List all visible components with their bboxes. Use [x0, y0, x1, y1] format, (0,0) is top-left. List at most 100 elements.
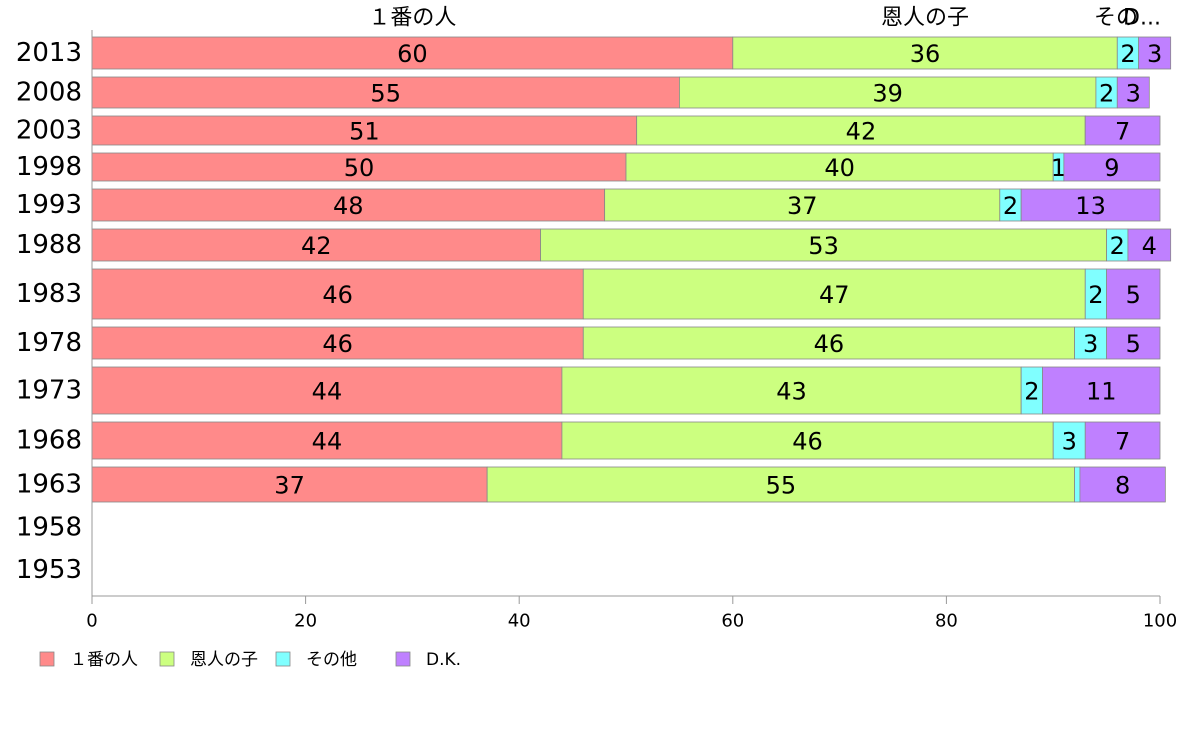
- bar-segment: [1052, 421, 1086, 460]
- bar-segment: [625, 152, 1054, 182]
- data-label: 7: [1115, 428, 1130, 456]
- data-label: 50: [344, 154, 375, 182]
- legend-label: その他: [306, 650, 357, 670]
- data-label: 3: [1147, 40, 1162, 68]
- data-label: 48: [333, 192, 364, 220]
- year-label: 1963: [16, 470, 82, 500]
- legend: １番の人 恩人の子 その他 D.K.: [39, 650, 461, 670]
- data-label: 4: [1142, 232, 1157, 260]
- bar-segment: [1084, 115, 1161, 146]
- bar-segment: [540, 228, 1107, 262]
- bar-segment: [91, 115, 638, 146]
- bar-segment: [561, 366, 1022, 415]
- bar-segment: [1063, 152, 1161, 182]
- bar-segment: [91, 152, 627, 182]
- bar-segment: [91, 76, 680, 109]
- bar-segment: [582, 268, 1086, 320]
- year-label: 1988: [16, 230, 82, 260]
- data-label: 53: [808, 232, 839, 260]
- x-tick-label: 100: [1143, 611, 1177, 632]
- column-headers: １番の人 恩人の子 そのD...: [368, 6, 1161, 31]
- year-label: 1983: [16, 279, 82, 309]
- data-label: 2: [1120, 40, 1135, 68]
- bar-segment: [91, 466, 488, 503]
- year-label: 1958: [16, 513, 82, 543]
- bar-segment: [1074, 466, 1081, 503]
- data-label: 2: [1110, 232, 1125, 260]
- data-label: 51: [349, 118, 380, 146]
- bar-segment: [1042, 366, 1161, 415]
- year-label: 2013: [16, 38, 82, 68]
- bar-segment: [1079, 466, 1166, 503]
- data-label: 60: [397, 40, 428, 68]
- data-label: 43: [776, 378, 807, 406]
- legend-swatch: [275, 651, 291, 667]
- data-label: 37: [274, 472, 305, 500]
- data-label: 39: [872, 80, 903, 108]
- data-label: 46: [792, 428, 823, 456]
- year-label: 2003: [16, 116, 82, 146]
- bar-segment: [636, 115, 1086, 146]
- bar-segment: [91, 36, 734, 70]
- bar-segment: [1020, 188, 1161, 222]
- data-label: 3: [1126, 80, 1141, 108]
- column-header: 恩人の子: [881, 6, 969, 31]
- data-label: 8: [1115, 472, 1130, 500]
- data-label: 7: [1115, 118, 1130, 146]
- bar-segment: [486, 466, 1075, 503]
- data-label: 55: [370, 80, 401, 108]
- data-label: 46: [322, 330, 353, 358]
- year-labels: 2013 2008 2003 1998 1993 1988 1983 1978 1973 1968…: [16, 38, 82, 585]
- x-axis: 0 20 40 60 80 100: [86, 30, 1177, 632]
- year-label: 1953: [16, 555, 82, 585]
- bar-segment: [1106, 326, 1161, 360]
- bar-segment: [1106, 268, 1161, 320]
- bar-segment: [1084, 421, 1161, 460]
- data-label: 40: [824, 154, 855, 182]
- year-label: 2008: [16, 78, 82, 108]
- bar-segment: [1074, 326, 1108, 360]
- x-tick-label: 80: [935, 611, 958, 632]
- data-label: 44: [312, 428, 343, 456]
- bar-segment: [1127, 228, 1172, 262]
- data-label: 37: [787, 192, 818, 220]
- bar-segment: [582, 326, 1075, 360]
- data-label: 9: [1104, 154, 1119, 182]
- data-label: 13: [1075, 192, 1106, 220]
- x-tick-label: 40: [508, 611, 531, 632]
- data-label: 46: [322, 281, 353, 309]
- data-label: 5: [1126, 281, 1141, 309]
- column-header: その: [1094, 6, 1138, 31]
- data-label: 2: [1003, 192, 1018, 220]
- bar-segment: [1138, 36, 1172, 70]
- data-label: 47: [819, 281, 850, 309]
- data-label: 1: [1051, 154, 1066, 182]
- data-label: 11: [1086, 378, 1117, 406]
- year-label: 1993: [16, 190, 82, 220]
- bar-segment: [91, 366, 563, 415]
- data-label: 44: [312, 378, 343, 406]
- bar-segment: [91, 188, 606, 222]
- legend-label: 恩人の子: [190, 650, 258, 670]
- data-label: 42: [301, 232, 332, 260]
- data-label: 36: [910, 40, 941, 68]
- data-label: 2: [1088, 281, 1103, 309]
- year-label: 1978: [16, 328, 82, 358]
- column-header: １番の人: [368, 6, 456, 31]
- column-header: D...: [1123, 6, 1161, 31]
- x-tick-label: 20: [294, 611, 317, 632]
- bar-segment: [604, 188, 1001, 222]
- legend-swatch: [159, 651, 175, 667]
- bar-segment: [1116, 76, 1150, 109]
- legend-swatch: [39, 651, 55, 667]
- data-label: 3: [1062, 428, 1077, 456]
- bar-segment: [91, 421, 563, 460]
- legend-swatch: [395, 651, 411, 667]
- year-label: 1998: [16, 152, 82, 182]
- data-label: 2: [1099, 80, 1114, 108]
- data-label: 2: [1024, 378, 1039, 406]
- bar-segment: [561, 421, 1054, 460]
- bar-segment: [679, 76, 1097, 109]
- year-label: 1968: [16, 426, 82, 456]
- bar-segment: [91, 268, 584, 320]
